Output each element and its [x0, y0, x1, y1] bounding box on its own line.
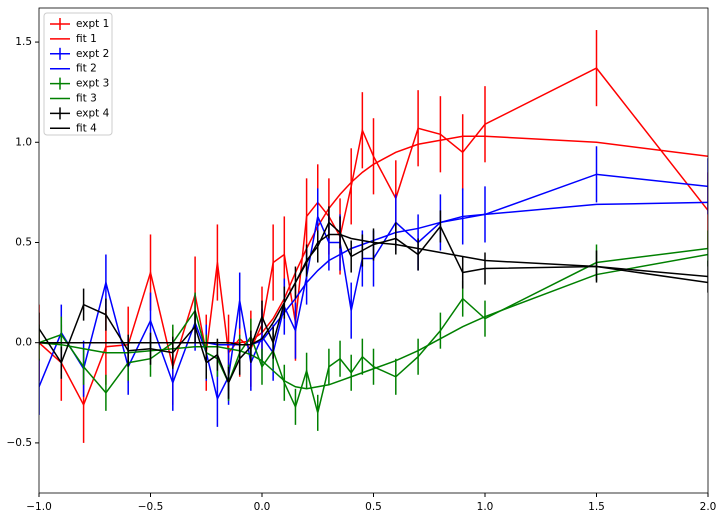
y-tick-label: −0.5 — [7, 437, 33, 449]
legend-label: expt 1 — [76, 18, 109, 30]
legend-label: expt 3 — [76, 78, 109, 90]
x-tick-label: 1.0 — [477, 501, 494, 513]
x-tick-label: −0.5 — [138, 501, 164, 513]
legend-box — [43, 12, 113, 136]
y-tick-label: 1.0 — [15, 136, 32, 148]
y-tick-label: 0.0 — [15, 337, 32, 349]
legend-label: fit 2 — [76, 63, 97, 75]
legend-label: fit 3 — [76, 93, 97, 105]
y-tick-label: 1.5 — [15, 36, 32, 48]
legend-label: expt 4 — [76, 107, 110, 119]
legend-label: fit 1 — [76, 33, 97, 45]
legend-label: expt 2 — [76, 48, 109, 60]
x-tick-label: 0.0 — [254, 501, 271, 513]
x-tick-label: 1.5 — [588, 501, 605, 513]
legend-label: fit 4 — [76, 122, 97, 134]
x-tick-label: 2.0 — [700, 501, 717, 513]
x-tick-label: 0.5 — [365, 501, 382, 513]
x-tick-label: −1.0 — [26, 501, 52, 513]
plot-frame — [38, 7, 709, 494]
series-line — [39, 233, 708, 346]
y-tick-label: 0.5 — [15, 236, 32, 248]
